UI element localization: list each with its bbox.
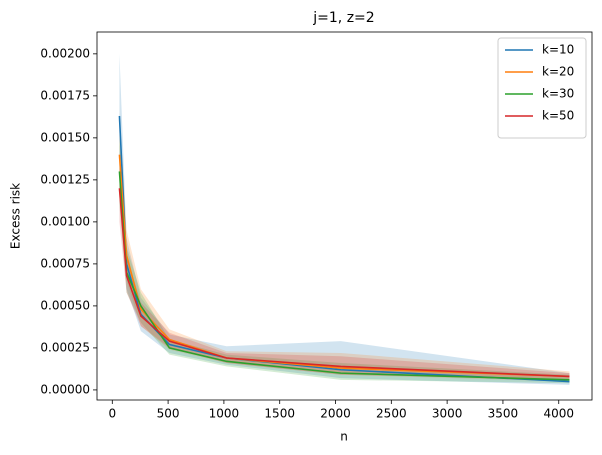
legend-box <box>497 37 587 139</box>
y-tick-label: 0.00175 <box>40 88 90 102</box>
y-axis-label: Excess risk <box>9 183 23 249</box>
y-tick-label: 0.00075 <box>40 256 90 270</box>
y-tick-label: 0.00150 <box>40 130 90 144</box>
y-tick-label: 0.00100 <box>40 214 90 228</box>
chart-title: j=1, z=2 <box>312 10 374 26</box>
legend-label: k=30 <box>542 87 574 101</box>
x-tick-label: 1000 <box>209 407 240 421</box>
x-tick-label: 1500 <box>264 407 295 421</box>
x-tick-label: 2000 <box>320 407 351 421</box>
plot-frame <box>96 31 593 401</box>
legend-label: k=10 <box>542 43 574 57</box>
x-tick-label: 3500 <box>488 407 519 421</box>
x-tick-label: 3000 <box>432 407 463 421</box>
y-tick-label: 0.00025 <box>40 340 90 354</box>
x-tick-label: 4000 <box>543 407 574 421</box>
y-tick-label: 0.00125 <box>40 172 90 186</box>
legend-label: k=50 <box>542 109 574 123</box>
legend: k=10 k=20 k=30 k=50 <box>497 37 587 139</box>
line-series <box>118 154 570 378</box>
x-tick-label: 0 <box>108 407 116 421</box>
y-tick-label: 0.00050 <box>40 298 90 312</box>
y-tick-label: 0.00000 <box>40 382 90 396</box>
x-tick-label: 2500 <box>376 407 407 421</box>
x-tick-label: 500 <box>157 407 180 421</box>
x-axis-label: n <box>340 430 348 444</box>
y-tick-label: 0.00200 <box>40 46 90 60</box>
line-series <box>118 188 570 378</box>
legend-label: k=20 <box>542 65 574 79</box>
